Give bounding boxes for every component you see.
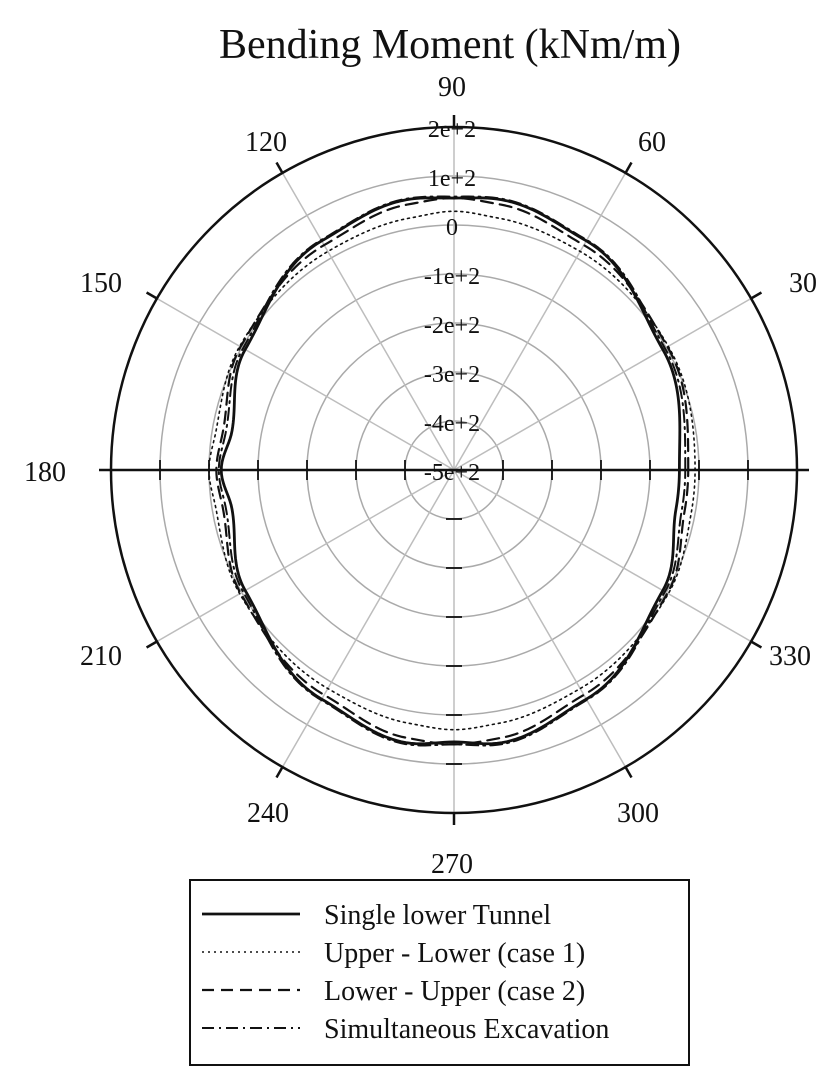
radial-tick-label-0: -5e+2	[424, 460, 480, 486]
labels-layer: 0 30 60 90 120 150 180 210 240 270 300 330 -5e+2 -4e+…	[24, 72, 817, 880]
radial-tick-label-2: -3e+2	[424, 362, 480, 388]
angular-tick-10	[624, 766, 633, 779]
angle-label-300: 300	[617, 798, 659, 829]
radial-tick-label-5: 0	[446, 215, 458, 241]
angle-label-210: 210	[80, 641, 122, 672]
series-1	[208, 210, 696, 731]
radial-tick-label-6: 1e+2	[428, 166, 476, 192]
angular-grid-line-8	[281, 469, 455, 768]
angular-grid-line-5	[156, 297, 455, 471]
angular-grid-line-7	[156, 469, 455, 643]
legend-label-0: Single lower Tunnel	[324, 900, 551, 931]
angular-grid-line-10	[453, 469, 627, 768]
angular-tick-4	[275, 161, 284, 174]
chart-title: Bending Moment (kNm/m)	[219, 22, 681, 68]
polar-axes	[99, 115, 809, 825]
radial-tick-label-7: 2e+2	[428, 117, 476, 143]
legend-label-3: Simultaneous Excavation	[324, 1014, 609, 1045]
angular-tick-1	[750, 291, 763, 300]
angle-label-120: 120	[245, 127, 287, 158]
angle-label-270: 270	[431, 849, 473, 880]
legend-label-1: Upper - Lower (case 1)	[324, 938, 585, 969]
legend: Single lower Tunnel Upper - Lower (case 1…	[189, 879, 690, 1066]
legend-label-2: Lower - Upper (case 2)	[324, 976, 585, 1007]
series-2	[215, 196, 690, 746]
angle-label-90: 90	[438, 72, 466, 103]
angle-label-60: 60	[638, 127, 666, 158]
radial-tick-label-4: -1e+2	[424, 264, 480, 290]
angular-tick-8	[275, 766, 284, 779]
angular-tick-11	[750, 640, 763, 649]
angle-label-150: 150	[80, 268, 122, 299]
angular-grid-line-4	[281, 172, 455, 471]
angle-label-240: 240	[247, 798, 289, 829]
legend-box	[189, 879, 690, 1066]
angular-grid-line-1	[453, 297, 752, 471]
legend-items: Single lower Tunnel Upper - Lower (case 1…	[202, 900, 609, 1045]
angular-tick-5	[145, 291, 158, 300]
angular-grid-line-11	[453, 469, 752, 643]
angular-grid-line-2	[453, 172, 627, 471]
series-layer	[208, 195, 696, 747]
radial-tick-label-1: -4e+2	[424, 411, 480, 437]
angular-tick-2	[624, 161, 633, 174]
angular-tick-7	[145, 640, 158, 649]
radial-tick-label-3: -2e+2	[424, 313, 480, 339]
angle-label-30: 30	[789, 268, 817, 299]
series-3	[217, 195, 687, 747]
angle-label-180: 180	[24, 457, 66, 488]
angle-label-330: 330	[769, 641, 811, 672]
